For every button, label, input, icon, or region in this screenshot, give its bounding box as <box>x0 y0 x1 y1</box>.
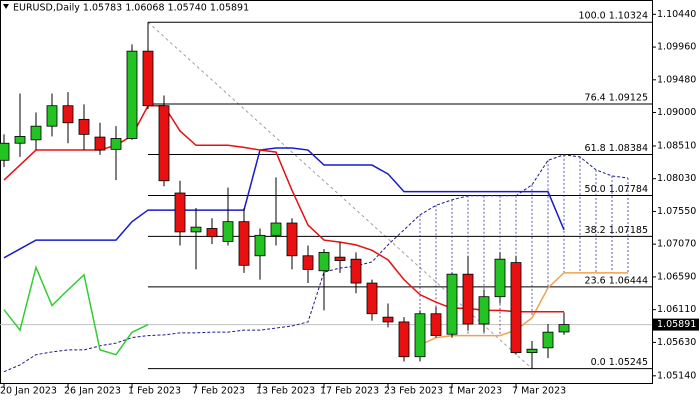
y-tick-label: 1.09960 <box>657 42 696 53</box>
fib-label: 23.6 1.06444 <box>585 275 648 286</box>
candle-body <box>14 136 26 144</box>
chart-title: EURUSD,Daily 1.05783 1.06068 1.05740 1.0… <box>13 3 249 14</box>
candle-body <box>30 125 42 141</box>
y-tick-label: 1.09480 <box>657 74 696 85</box>
x-tick-label: 23 Feb 2023 <box>384 386 443 397</box>
y-tick-label: 1.05630 <box>657 337 696 348</box>
candle-body <box>126 50 138 139</box>
candle-body <box>478 296 490 325</box>
candle-body <box>430 313 442 336</box>
candle-body <box>398 321 410 358</box>
candle-body <box>382 316 394 323</box>
x-tick-label: 20 Jan 2023 <box>0 386 57 397</box>
candle-body <box>0 142 10 161</box>
y-tick-label: 1.08510 <box>657 140 696 151</box>
x-tick-label: 13 Feb 2023 <box>256 386 315 397</box>
last-price-box <box>653 318 699 331</box>
candle-body <box>558 324 570 333</box>
candle-body <box>510 262 522 354</box>
candle-body <box>462 273 474 325</box>
candle-body <box>46 105 58 127</box>
candle-body <box>206 228 218 238</box>
candle-body <box>302 255 314 270</box>
x-tick-label: 7 Mar 2023 <box>512 386 566 397</box>
indicator-line <box>3 147 565 259</box>
fib-label: 0.0 1.05245 <box>591 357 648 368</box>
candle-body <box>350 258 362 284</box>
y-tick-label: 1.08030 <box>657 173 696 184</box>
candle-body <box>494 258 506 298</box>
candle-body <box>190 226 202 233</box>
indicator-line <box>3 265 149 356</box>
candle-body <box>174 192 186 233</box>
candle-body <box>526 348 538 354</box>
fib-label: 61.8 1.08384 <box>585 143 648 154</box>
candle-body <box>414 313 426 358</box>
candle-body <box>286 222 298 257</box>
x-tick-label: 1 Mar 2023 <box>448 386 502 397</box>
y-tick-label: 1.07550 <box>657 206 696 217</box>
candle-body <box>318 251 330 272</box>
fib-label: 38.2 1.07185 <box>585 225 648 236</box>
y-tick-label: 1.09000 <box>657 107 696 118</box>
y-tick-label: 1.06590 <box>657 271 696 282</box>
candle-body <box>142 50 154 107</box>
candle-body <box>222 221 234 242</box>
fib-label: 76.4 1.09125 <box>585 93 648 104</box>
candle-body <box>78 118 90 135</box>
candle-body <box>254 234 266 257</box>
y-tick-label: 1.07070 <box>657 239 696 250</box>
y-tick-label: 1.05140 <box>657 370 696 381</box>
candle-body <box>110 138 122 150</box>
x-tick-label: 26 Jan 2023 <box>64 386 121 397</box>
indicator-line <box>419 272 628 346</box>
candle-body <box>542 331 554 349</box>
y-tick-label: 1.10440 <box>657 9 696 20</box>
candle-body <box>62 105 74 124</box>
candle-body <box>158 105 170 182</box>
candle-body <box>238 221 250 266</box>
candle-body <box>334 256 346 261</box>
candle-body <box>94 136 106 151</box>
candle-body <box>446 273 458 335</box>
fib-label: 100.0 1.10324 <box>578 11 648 22</box>
fib-label: 50.0 1.07784 <box>585 184 648 195</box>
indicator-line <box>3 154 629 373</box>
y-tick-label: 1.06110 <box>657 304 696 315</box>
menu-icon <box>3 4 9 9</box>
x-tick-label: 17 Feb 2023 <box>320 386 379 397</box>
candle-body <box>270 222 282 236</box>
x-tick-label: 7 Feb 2023 <box>192 386 245 397</box>
last-price-label: 1.05891 <box>657 319 696 330</box>
plot-frame <box>0 0 653 384</box>
candle-body <box>366 282 378 315</box>
x-tick-label: 1 Feb 2023 <box>128 386 181 397</box>
